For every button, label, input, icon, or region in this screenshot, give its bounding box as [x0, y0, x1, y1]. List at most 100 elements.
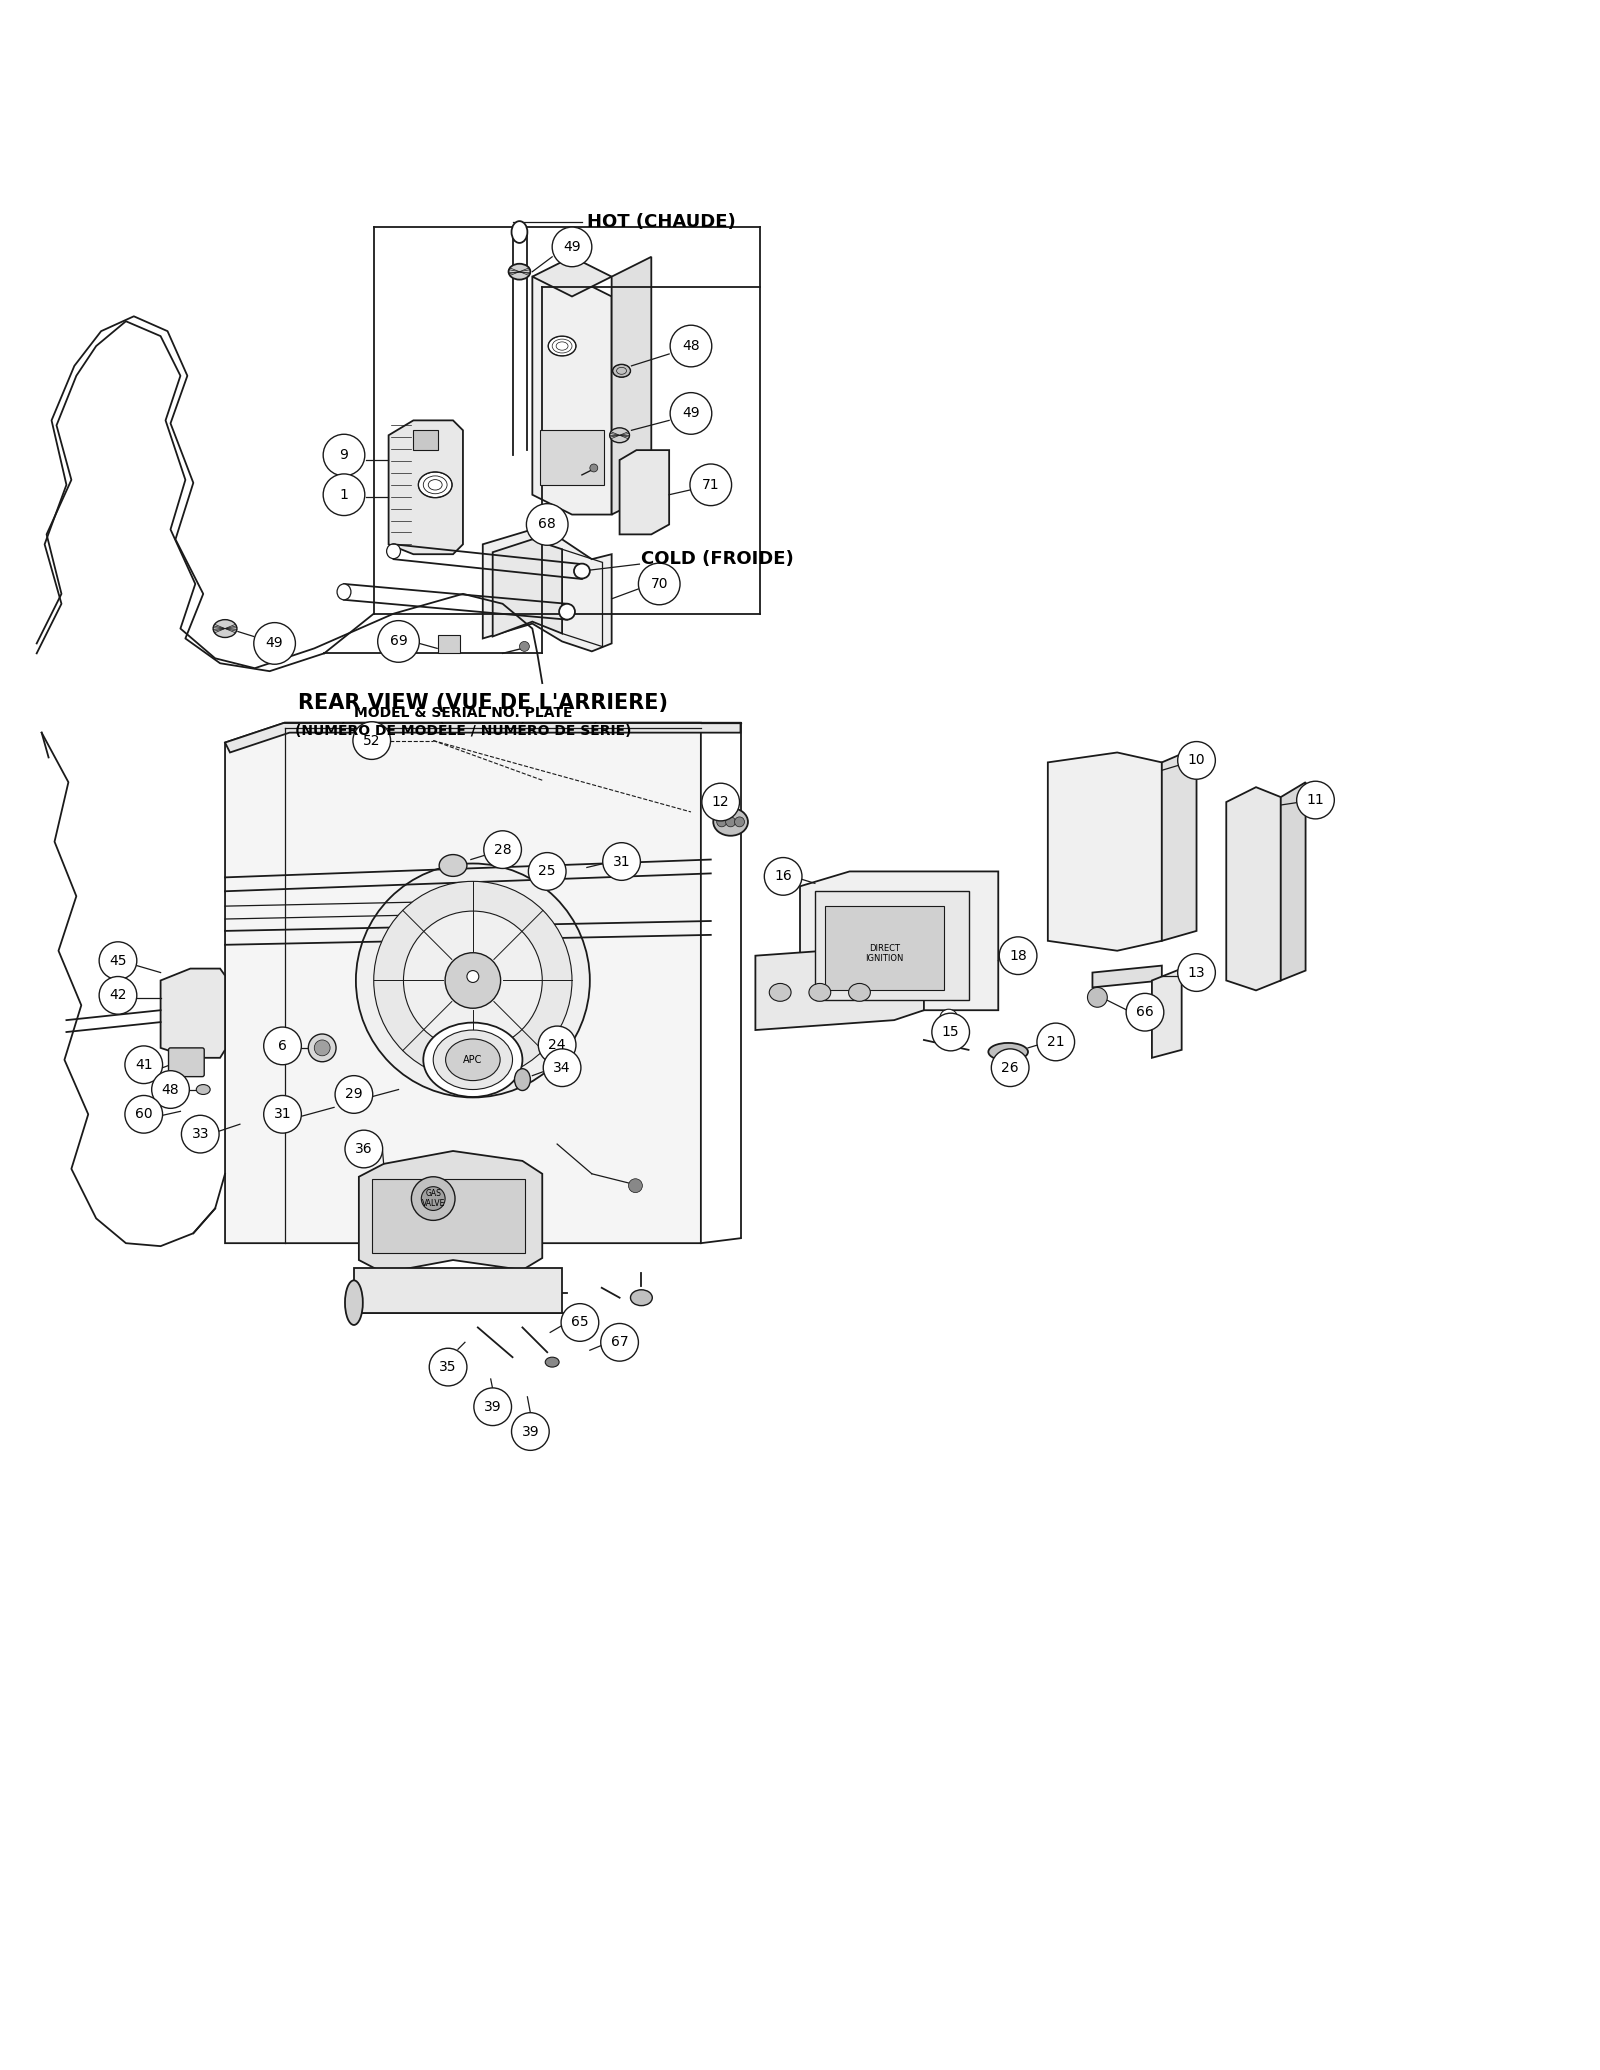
Circle shape: [378, 621, 419, 662]
Text: 68: 68: [538, 518, 557, 532]
Text: 29: 29: [346, 1087, 363, 1101]
Text: 66: 66: [1136, 1006, 1154, 1018]
Circle shape: [717, 818, 726, 826]
Circle shape: [323, 474, 365, 515]
Circle shape: [429, 1348, 467, 1387]
Polygon shape: [483, 530, 611, 652]
Circle shape: [421, 1186, 445, 1211]
Bar: [354, 1269, 562, 1312]
Text: 41: 41: [134, 1058, 152, 1072]
Text: 26: 26: [1002, 1060, 1019, 1074]
Circle shape: [346, 1130, 382, 1167]
Polygon shape: [1280, 782, 1306, 981]
Polygon shape: [533, 257, 611, 296]
Text: 35: 35: [440, 1360, 458, 1374]
Bar: [438, 635, 459, 654]
Polygon shape: [493, 540, 562, 635]
Circle shape: [125, 1045, 163, 1083]
Circle shape: [355, 863, 590, 1097]
Ellipse shape: [197, 1085, 210, 1095]
Text: 71: 71: [702, 478, 720, 493]
Text: HOT (CHAUDE): HOT (CHAUDE): [587, 213, 736, 232]
Circle shape: [483, 830, 522, 869]
Circle shape: [512, 1412, 549, 1451]
Circle shape: [552, 228, 592, 267]
Text: REAR VIEW (VUE DE L'ARRIERE): REAR VIEW (VUE DE L'ARRIERE): [298, 693, 667, 712]
Bar: [814, 892, 968, 1000]
Circle shape: [309, 1035, 336, 1062]
Text: 52: 52: [363, 733, 381, 747]
Polygon shape: [358, 1151, 542, 1273]
Circle shape: [590, 464, 598, 472]
FancyBboxPatch shape: [168, 1047, 205, 1076]
Circle shape: [264, 1095, 301, 1132]
Circle shape: [445, 952, 501, 1008]
Circle shape: [1000, 938, 1037, 975]
Text: 18: 18: [1010, 948, 1027, 963]
Ellipse shape: [810, 983, 830, 1002]
Polygon shape: [389, 420, 462, 555]
Text: 12: 12: [712, 795, 730, 809]
Ellipse shape: [346, 1281, 363, 1325]
Ellipse shape: [989, 1043, 1029, 1060]
Polygon shape: [1093, 965, 1162, 987]
Circle shape: [1126, 994, 1163, 1031]
Text: 42: 42: [109, 987, 126, 1002]
Circle shape: [670, 325, 712, 366]
Circle shape: [526, 503, 568, 544]
Text: 33: 33: [192, 1128, 210, 1141]
Ellipse shape: [387, 544, 400, 559]
Circle shape: [1037, 1023, 1075, 1060]
Circle shape: [1178, 954, 1216, 992]
Text: 16: 16: [774, 869, 792, 884]
Circle shape: [562, 1304, 598, 1341]
Circle shape: [726, 818, 736, 826]
Circle shape: [254, 623, 296, 664]
Text: 6: 6: [278, 1039, 286, 1054]
Circle shape: [334, 1076, 373, 1114]
Ellipse shape: [558, 604, 574, 619]
Circle shape: [734, 818, 744, 826]
Text: 39: 39: [483, 1399, 501, 1414]
Ellipse shape: [610, 428, 629, 443]
Text: 69: 69: [390, 633, 408, 648]
Circle shape: [99, 942, 138, 979]
Polygon shape: [160, 969, 226, 1058]
Ellipse shape: [434, 1031, 512, 1089]
Circle shape: [931, 1012, 970, 1052]
Polygon shape: [1048, 753, 1162, 950]
Circle shape: [603, 842, 640, 880]
Circle shape: [152, 1070, 189, 1107]
Polygon shape: [1226, 787, 1280, 989]
Text: COLD (FROIDE): COLD (FROIDE): [642, 551, 794, 567]
Circle shape: [474, 1387, 512, 1426]
Ellipse shape: [438, 855, 467, 876]
Ellipse shape: [418, 472, 453, 497]
Text: 24: 24: [549, 1037, 566, 1052]
Circle shape: [264, 1027, 301, 1064]
Text: 49: 49: [266, 635, 283, 650]
Ellipse shape: [446, 1039, 501, 1081]
Text: 36: 36: [355, 1143, 373, 1155]
Text: 70: 70: [651, 578, 667, 590]
Text: 48: 48: [682, 339, 699, 354]
Ellipse shape: [512, 221, 528, 242]
Circle shape: [538, 1027, 576, 1064]
Polygon shape: [533, 277, 611, 515]
Text: 31: 31: [613, 855, 630, 869]
Circle shape: [125, 1095, 163, 1132]
Ellipse shape: [509, 263, 530, 279]
Circle shape: [670, 393, 712, 435]
Text: 21: 21: [1046, 1035, 1064, 1049]
Ellipse shape: [515, 1068, 530, 1091]
Text: 34: 34: [554, 1060, 571, 1074]
Ellipse shape: [770, 983, 790, 1002]
Ellipse shape: [549, 335, 576, 356]
Ellipse shape: [213, 619, 237, 638]
Polygon shape: [611, 257, 651, 515]
Circle shape: [99, 977, 138, 1014]
Text: GAS
VALVE: GAS VALVE: [421, 1188, 445, 1209]
Text: DIRECT
IGNITION: DIRECT IGNITION: [866, 944, 904, 963]
Circle shape: [600, 1323, 638, 1362]
Circle shape: [374, 882, 571, 1081]
